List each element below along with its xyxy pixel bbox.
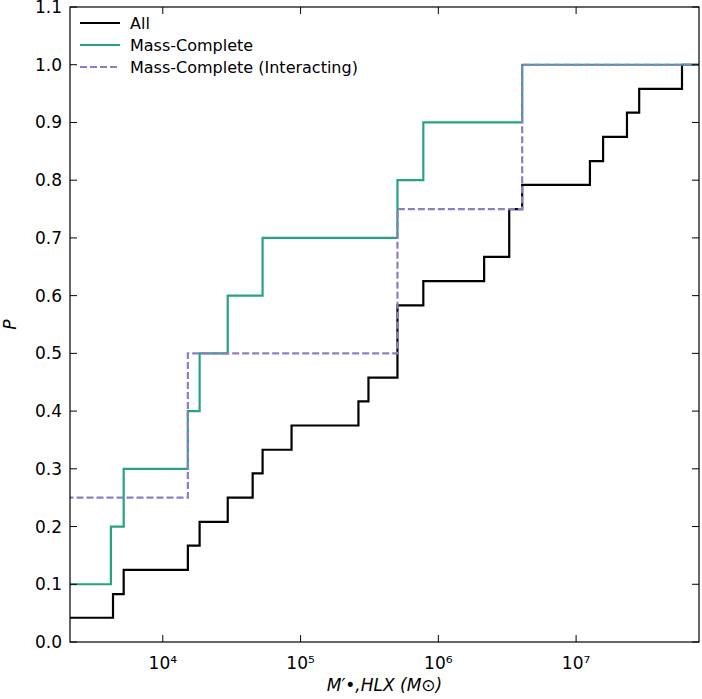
y-tick-right [692, 353, 699, 354]
legend: All Mass-Complete Mass-Complete (Interacti… [80, 14, 358, 77]
y-tick [70, 64, 77, 65]
y-tick-right [692, 642, 699, 643]
y-tick [70, 468, 77, 469]
y-tick [70, 7, 77, 8]
y-tick [70, 353, 77, 354]
y-tick-label: 0.3 [35, 459, 62, 479]
y-tick-right [692, 180, 699, 181]
y-tick-right [692, 411, 699, 412]
series-line [70, 65, 699, 585]
y-tick-right [692, 295, 699, 296]
legend-swatch [80, 44, 120, 46]
y-axis-label: P [0, 319, 20, 330]
y-tick-label: 0.1 [35, 574, 62, 594]
y-tick [70, 122, 77, 123]
y-tick-right [692, 237, 699, 238]
y-tick-label: 0.8 [35, 170, 62, 190]
y-tick-label: 0.0 [35, 632, 62, 652]
x-tick-top [300, 7, 301, 14]
y-tick-label: 0.9 [35, 112, 62, 132]
x-tick-top [576, 7, 577, 14]
y-tick [70, 584, 77, 585]
x-tick [576, 635, 577, 642]
legend-swatch [80, 22, 120, 24]
series-line [70, 65, 699, 618]
x-tick-top [162, 7, 163, 14]
y-tick-label: 0.7 [35, 228, 62, 248]
y-tick [70, 237, 77, 238]
legend-label: Mass-Complete [130, 36, 253, 55]
y-tick [70, 411, 77, 412]
y-tick [70, 526, 77, 527]
legend-label: Mass-Complete (Interacting) [130, 58, 358, 77]
y-tick-right [692, 7, 699, 8]
x-tick [162, 635, 163, 642]
y-tick-label: 0.2 [35, 517, 62, 537]
legend-label: All [130, 14, 150, 33]
y-tick-label: 1.1 [35, 0, 62, 17]
y-tick-right [692, 64, 699, 65]
y-tick-label: 0.4 [35, 401, 62, 421]
x-tick [438, 635, 439, 642]
chart: 10⁴ 10⁵ 10⁶ 10⁷ 0.0 0.1 0.2 0.3 0.4 0.5 0.6 0.7 0.8 0… [0, 0, 702, 699]
y-tick-right [692, 584, 699, 585]
y-tick-right [692, 122, 699, 123]
x-tick-top [438, 7, 439, 14]
y-tick-label: 1.0 [35, 55, 62, 75]
series-line [70, 65, 699, 498]
y-tick [70, 180, 77, 181]
y-tick [70, 295, 77, 296]
x-tick-label: 10⁷ [562, 653, 591, 673]
frame [70, 7, 699, 642]
y-tick-right [692, 526, 699, 527]
x-tick-label: 10⁴ [149, 653, 178, 673]
y-tick-label: 0.6 [35, 286, 62, 306]
y-tick [70, 642, 77, 643]
plot-area [70, 65, 699, 618]
y-tick-label: 0.5 [35, 343, 62, 363]
x-axis-label: M′•,HLX (M⊙) [327, 675, 442, 695]
legend-swatch [80, 66, 120, 68]
x-tick [300, 635, 301, 642]
x-tick-label: 10⁶ [424, 653, 453, 673]
y-tick-right [692, 468, 699, 469]
background [0, 0, 702, 699]
x-tick-label: 10⁵ [286, 653, 314, 673]
